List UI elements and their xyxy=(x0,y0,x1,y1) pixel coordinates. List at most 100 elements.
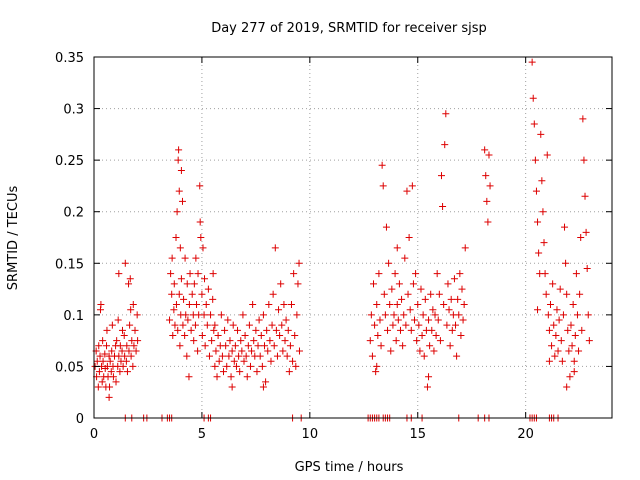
data-point xyxy=(130,342,138,350)
data-point xyxy=(183,352,191,360)
data-point xyxy=(185,373,193,381)
data-point xyxy=(242,352,250,360)
data-point xyxy=(230,357,238,365)
plot-frame xyxy=(93,56,613,419)
data-point xyxy=(228,347,236,355)
data-point xyxy=(294,280,302,288)
data-point xyxy=(266,337,274,345)
data-point xyxy=(293,311,301,319)
data-point xyxy=(390,311,398,319)
data-point xyxy=(194,347,202,355)
data-point xyxy=(121,259,129,267)
data-point xyxy=(481,146,489,154)
axis-ticks: 0 5 10 15 20 0 0.05 0.1 0.15 0.2 0.25 0.3 0.35 xyxy=(55,51,612,442)
data-point xyxy=(441,141,449,149)
data-point xyxy=(458,285,466,293)
data-point xyxy=(221,326,229,334)
data-point xyxy=(553,306,561,314)
data-point xyxy=(431,311,439,319)
data-point xyxy=(261,342,269,350)
data-points xyxy=(91,58,593,422)
data-point xyxy=(404,290,412,298)
data-point xyxy=(450,275,458,283)
data-point xyxy=(186,270,194,278)
data-point xyxy=(198,331,206,339)
data-point xyxy=(174,326,182,334)
data-point xyxy=(582,228,590,236)
data-point xyxy=(379,182,387,190)
data-point xyxy=(172,301,180,309)
data-point xyxy=(172,234,180,241)
data-point xyxy=(541,270,549,278)
data-point xyxy=(132,347,140,355)
data-point xyxy=(366,337,374,345)
data-point xyxy=(103,342,111,350)
data-point xyxy=(452,321,460,329)
data-point xyxy=(175,146,183,154)
data-point xyxy=(199,244,207,252)
data-point xyxy=(178,197,186,205)
data-point xyxy=(434,316,442,324)
x-tick-label: 5 xyxy=(198,427,206,442)
data-point xyxy=(459,316,467,324)
data-point xyxy=(371,321,379,329)
data-point xyxy=(482,172,490,180)
data-point xyxy=(559,311,567,319)
data-point xyxy=(417,285,425,293)
y-tick-label: 0 xyxy=(76,412,84,427)
data-point xyxy=(580,156,588,164)
data-point xyxy=(190,280,198,288)
data-point xyxy=(181,254,189,262)
data-point xyxy=(569,301,577,309)
data-point xyxy=(411,316,419,324)
data-point xyxy=(572,270,580,278)
data-point xyxy=(182,311,190,319)
data-point xyxy=(228,383,236,391)
data-point xyxy=(407,326,415,334)
data-point xyxy=(231,342,239,350)
data-point xyxy=(173,208,181,216)
data-point xyxy=(271,244,279,252)
data-point xyxy=(243,373,251,381)
data-point xyxy=(123,368,131,376)
data-point xyxy=(127,352,135,360)
data-point xyxy=(234,326,242,334)
data-point xyxy=(373,362,381,370)
data-point xyxy=(94,383,102,391)
data-point xyxy=(103,326,111,334)
data-point xyxy=(220,368,227,376)
data-point xyxy=(435,290,443,298)
data-point xyxy=(419,311,427,319)
data-point xyxy=(436,337,444,345)
data-point xyxy=(213,373,221,381)
data-point xyxy=(539,208,547,216)
data-point xyxy=(116,368,124,376)
data-point xyxy=(445,306,453,314)
data-point xyxy=(391,270,399,278)
data-point xyxy=(217,311,225,319)
x-tick-label: 10 xyxy=(302,427,319,442)
data-point xyxy=(241,331,249,339)
data-point xyxy=(99,357,107,365)
data-point xyxy=(552,331,560,339)
data-point xyxy=(191,321,199,329)
data-point xyxy=(581,192,589,200)
y-axis-label: SRMTID / TECUs xyxy=(6,186,21,291)
data-point xyxy=(263,326,271,334)
data-point xyxy=(456,270,464,278)
data-point xyxy=(218,352,226,360)
data-point xyxy=(176,342,184,350)
data-point xyxy=(423,383,431,391)
data-point xyxy=(237,337,245,345)
data-point xyxy=(416,347,424,355)
data-point xyxy=(457,331,465,339)
data-point xyxy=(224,316,232,324)
data-point xyxy=(125,280,133,288)
data-point xyxy=(250,337,258,345)
data-point xyxy=(577,234,585,241)
data-point xyxy=(254,342,262,350)
data-point xyxy=(204,285,212,293)
data-point xyxy=(396,326,404,334)
data-point xyxy=(262,378,270,386)
data-point xyxy=(118,326,126,334)
